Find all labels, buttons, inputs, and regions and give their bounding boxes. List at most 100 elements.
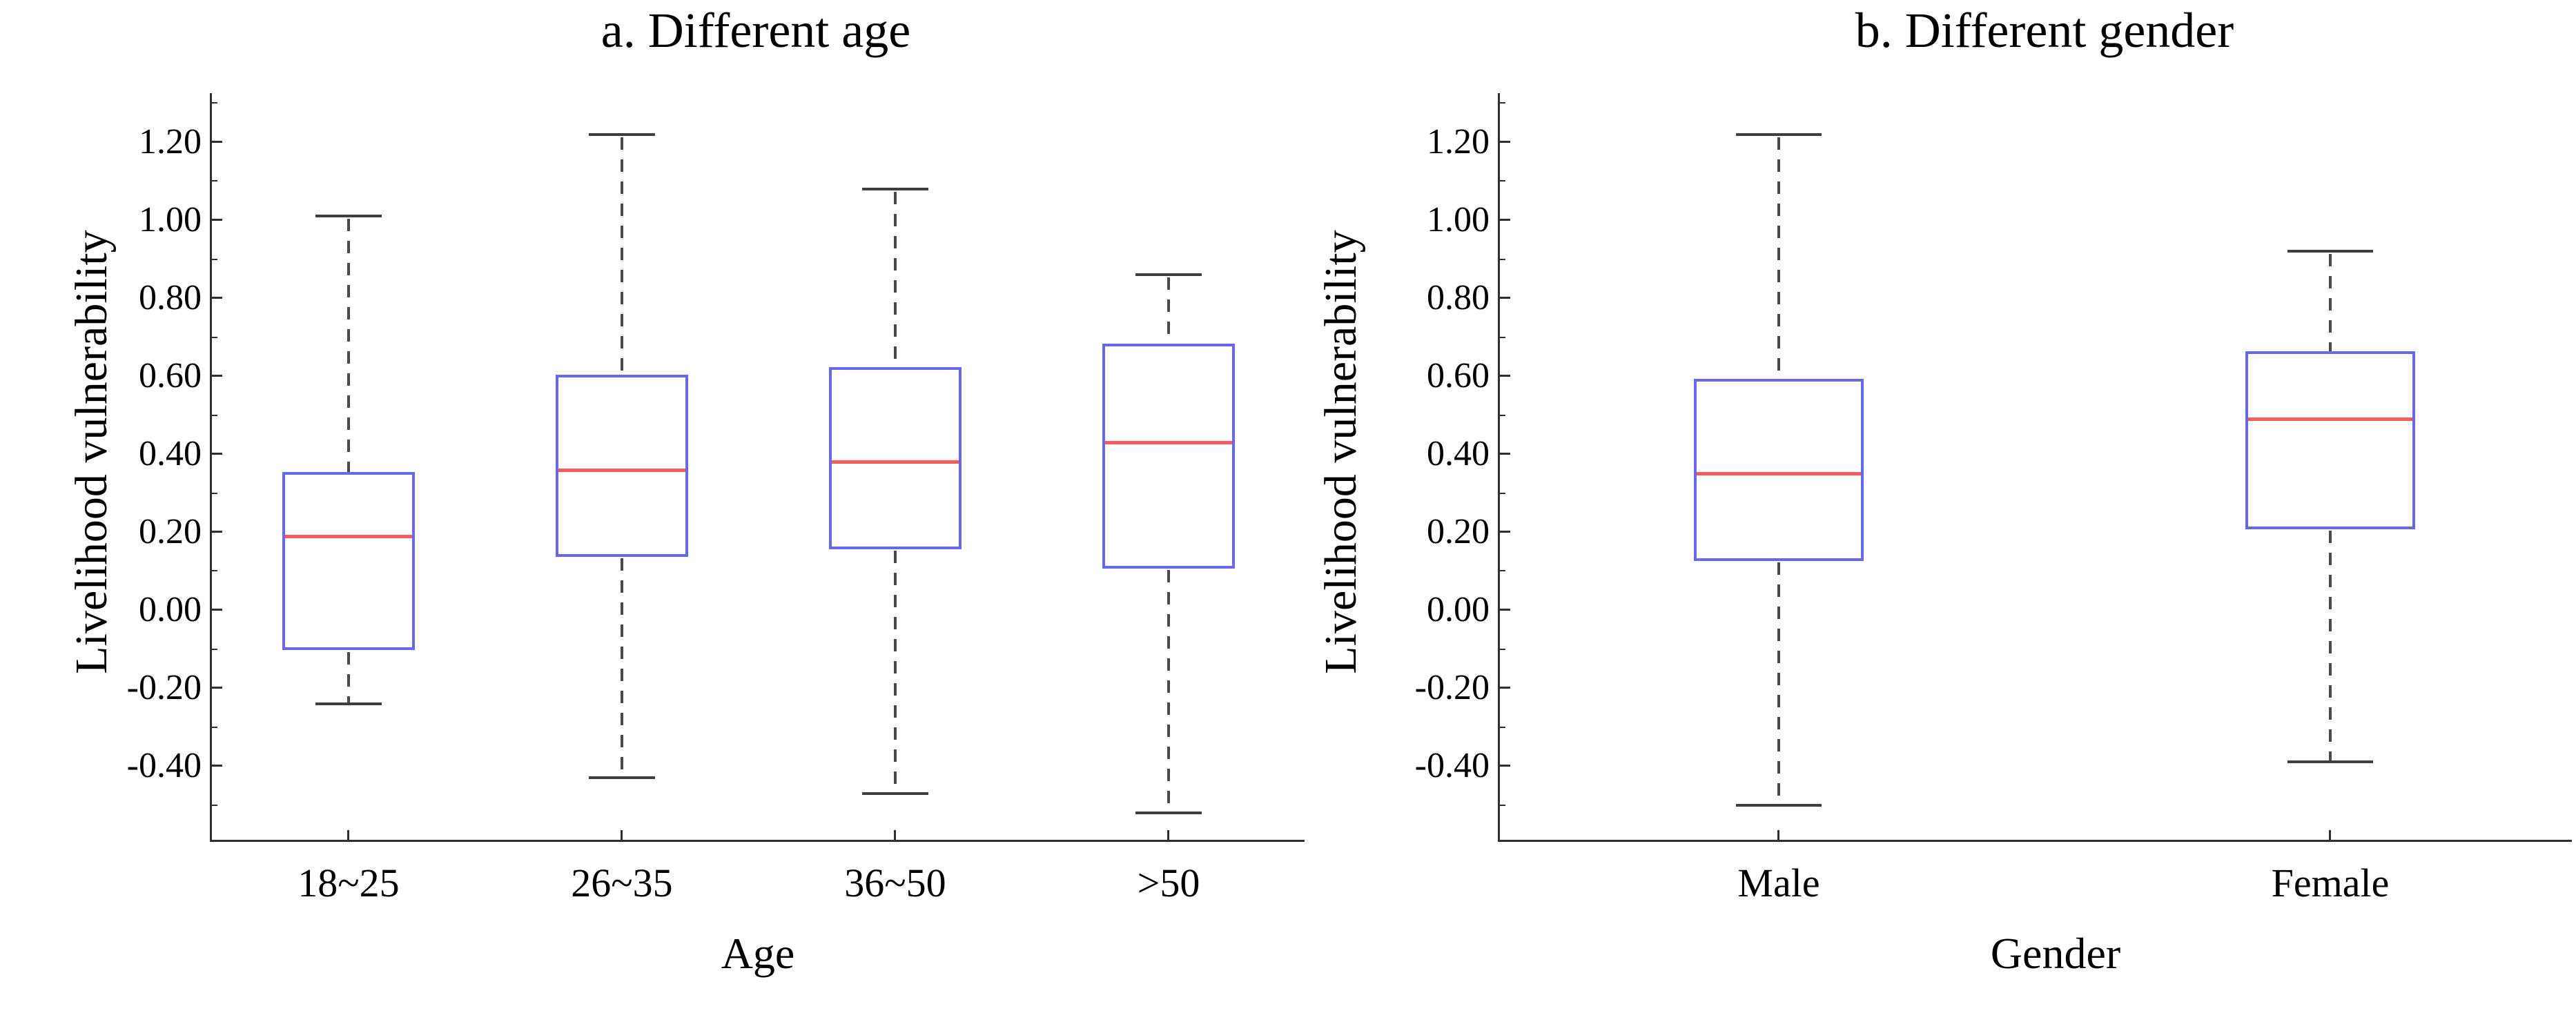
y-minor-tick	[1500, 727, 1505, 728]
x-tick	[894, 830, 896, 840]
y-tick-label: -0.20	[126, 668, 202, 707]
y-major-tick	[1500, 609, 1510, 611]
y-major-tick	[212, 531, 222, 533]
y-major-tick	[212, 609, 222, 611]
median-line	[2248, 417, 2412, 421]
median-line	[285, 535, 412, 538]
iqr-box	[1102, 344, 1235, 569]
median-line	[1105, 441, 1232, 444]
y-tick-label: 0.60	[139, 356, 202, 395]
lower-whisker-cap	[315, 702, 382, 705]
y-tick-label: 0.40	[139, 434, 202, 473]
lower-whisker-cap	[862, 792, 928, 795]
x-tick	[347, 830, 349, 840]
x-tick-label: Female	[2271, 860, 2390, 905]
lower-whisker-line	[621, 558, 623, 776]
median-line	[558, 469, 685, 472]
chart-b-x-axis-label: Gender	[1990, 929, 2121, 978]
y-major-tick	[212, 687, 222, 689]
x-tick	[2329, 830, 2331, 840]
upper-whisker-cap	[1736, 133, 1822, 136]
y-tick-label: 0.80	[1427, 278, 1490, 317]
y-major-tick	[1500, 297, 1510, 299]
iqr-box	[1694, 379, 1864, 561]
y-minor-tick	[212, 649, 217, 650]
y-major-tick	[1500, 765, 1510, 767]
y-minor-tick	[212, 805, 217, 806]
y-tick-label: 0.00	[1427, 590, 1490, 629]
y-minor-tick	[212, 493, 217, 494]
y-major-tick	[1500, 531, 1510, 533]
y-axis-line	[1498, 93, 1500, 842]
lower-whisker-cap	[1736, 804, 1822, 807]
x-tick-label: 26~35	[571, 860, 673, 905]
lower-whisker-line	[894, 551, 897, 792]
y-tick-label: 0.40	[1427, 434, 1490, 473]
y-tick-label: 1.00	[1427, 200, 1490, 239]
y-tick-label: 0.00	[139, 590, 202, 629]
median-line	[832, 460, 959, 464]
y-tick-label: 1.00	[139, 200, 202, 239]
x-tick	[621, 830, 623, 840]
y-tick-label: 1.20	[139, 122, 202, 161]
upper-whisker-cap	[315, 215, 382, 217]
x-tick	[1777, 830, 1779, 840]
lower-whisker-line	[1777, 562, 1780, 804]
y-minor-tick	[1500, 805, 1505, 806]
y-tick-label: 1.20	[1427, 122, 1490, 161]
y-axis-line	[210, 93, 212, 842]
y-minor-tick	[1500, 493, 1505, 494]
y-minor-tick	[212, 259, 217, 260]
y-major-tick	[212, 453, 222, 455]
y-minor-tick	[212, 727, 217, 728]
upper-whisker-cap	[1135, 273, 1202, 276]
iqr-box	[829, 367, 962, 549]
y-minor-tick	[212, 570, 217, 571]
y-minor-tick	[1500, 649, 1505, 650]
lower-whisker-cap	[1135, 812, 1202, 814]
y-major-tick	[1500, 219, 1510, 221]
upper-whisker-line	[621, 137, 623, 375]
y-tick-label: -0.40	[1414, 746, 1490, 785]
y-major-tick	[212, 297, 222, 299]
x-tick	[1167, 830, 1169, 840]
iqr-box	[2245, 351, 2415, 529]
y-major-tick	[212, 219, 222, 221]
y-major-tick	[212, 375, 222, 377]
x-axis-line	[1498, 840, 2572, 842]
x-tick-label: >50	[1137, 860, 1200, 905]
x-tick-label: 18~25	[297, 860, 400, 905]
y-minor-tick	[212, 102, 217, 104]
y-minor-tick	[1500, 259, 1505, 260]
y-major-tick	[212, 141, 222, 143]
y-tick-label: -0.20	[1414, 668, 1490, 707]
chart-a-x-axis-label: Age	[721, 929, 795, 978]
y-tick-label: 0.80	[139, 278, 202, 317]
y-minor-tick	[1500, 415, 1505, 416]
lower-whisker-cap	[589, 776, 655, 779]
y-minor-tick	[212, 180, 217, 181]
x-tick-label: Male	[1737, 860, 1820, 905]
upper-whisker-line	[1777, 137, 1780, 379]
upper-whisker-line	[894, 192, 897, 367]
y-tick-label: 0.60	[1427, 356, 1490, 395]
lower-whisker-line	[1167, 570, 1170, 812]
y-major-tick	[1500, 141, 1510, 143]
upper-whisker-line	[347, 219, 350, 472]
upper-whisker-line	[1167, 277, 1170, 344]
y-major-tick	[1500, 375, 1510, 377]
lower-whisker-line	[347, 652, 350, 702]
lower-whisker-cap	[2287, 760, 2373, 763]
y-minor-tick	[1500, 102, 1505, 104]
y-major-tick	[212, 765, 222, 767]
y-minor-tick	[1500, 570, 1505, 571]
chart-a-title: a. Different age	[601, 3, 911, 58]
y-tick-label: 0.20	[1427, 512, 1490, 551]
x-tick-label: 36~50	[844, 860, 946, 905]
y-minor-tick	[1500, 180, 1505, 181]
upper-whisker-cap	[862, 188, 928, 190]
y-major-tick	[1500, 453, 1510, 455]
y-minor-tick	[212, 337, 217, 338]
chart-b-title: b. Different gender	[1855, 3, 2234, 58]
y-minor-tick	[1500, 337, 1505, 338]
